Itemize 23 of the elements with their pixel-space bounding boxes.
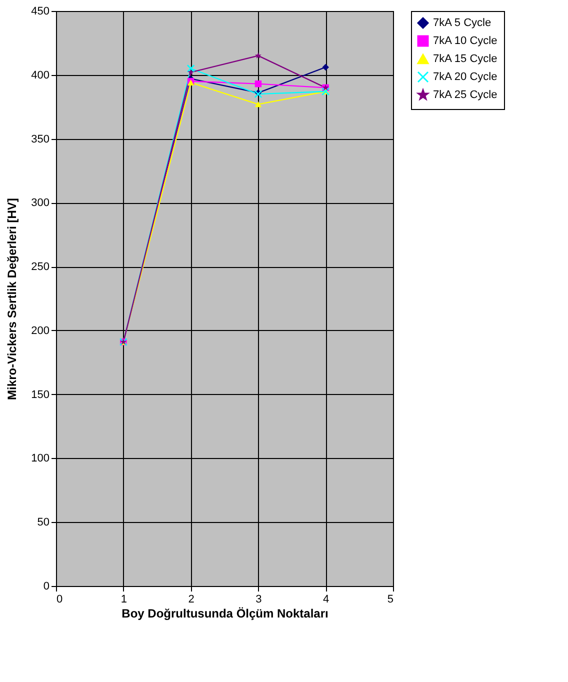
- legend-label: 7kA 25 Cycle: [433, 89, 498, 101]
- legend-label: 7kA 20 Cycle: [433, 71, 498, 83]
- x-tick-label: 4: [323, 594, 330, 606]
- x-tick-label: 2: [188, 594, 194, 606]
- y-tick-label: 450: [31, 6, 50, 18]
- legend-label: 7kA 15 Cycle: [433, 53, 498, 65]
- x-axis-title: Boy Doğrultusunda Ölçüm Noktaları: [122, 606, 328, 620]
- x-tick-label: 0: [56, 594, 63, 606]
- legend-label: 7kA 10 Cycle: [433, 35, 498, 47]
- y-tick-label: 0: [43, 580, 50, 592]
- x-tick-label: 3: [256, 594, 262, 606]
- y-axis-title: Mikro-Vickers Sertlik Değerleri [HV]: [5, 198, 20, 400]
- y-tick-label: 200: [31, 324, 50, 337]
- legend-label: 7kA 5 Cycle: [433, 17, 492, 29]
- y-tick-label: 150: [31, 388, 50, 401]
- y-tick-label: 400: [31, 69, 50, 82]
- y-tick-label: 350: [31, 133, 50, 146]
- x-tick-label: 1: [120, 594, 127, 606]
- y-tick-label: 100: [31, 452, 50, 465]
- y-tick-label: 250: [31, 261, 50, 274]
- x-tick-label: 5: [387, 594, 394, 606]
- y-tick-label: 50: [37, 516, 50, 529]
- y-tick-label: 300: [31, 197, 50, 210]
